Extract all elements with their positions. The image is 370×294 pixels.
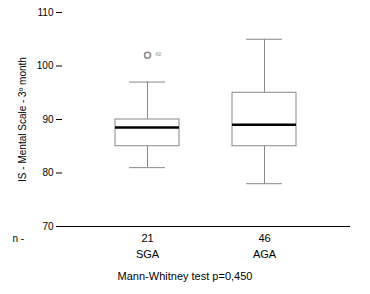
- svg-text:n -: n -: [13, 233, 25, 244]
- svg-text:110: 110: [38, 7, 54, 18]
- svg-text:21: 21: [141, 232, 153, 244]
- svg-text:IS - Mental Scale - 3º month: IS - Mental Scale - 3º month: [17, 57, 28, 182]
- svg-text:100: 100: [37, 60, 54, 71]
- svg-text:70: 70: [42, 221, 54, 232]
- svg-text:46: 46: [258, 232, 270, 244]
- svg-text:80: 80: [42, 167, 54, 178]
- svg-text:SGA: SGA: [136, 248, 160, 260]
- svg-text:90: 90: [42, 114, 54, 125]
- html-text:Mann-Whitney test p=0,450: Mann-Whitney test p=0,450: [117, 270, 253, 282]
- svg-text:º²: º²: [156, 51, 162, 60]
- svg-text:AGA: AGA: [253, 248, 277, 260]
